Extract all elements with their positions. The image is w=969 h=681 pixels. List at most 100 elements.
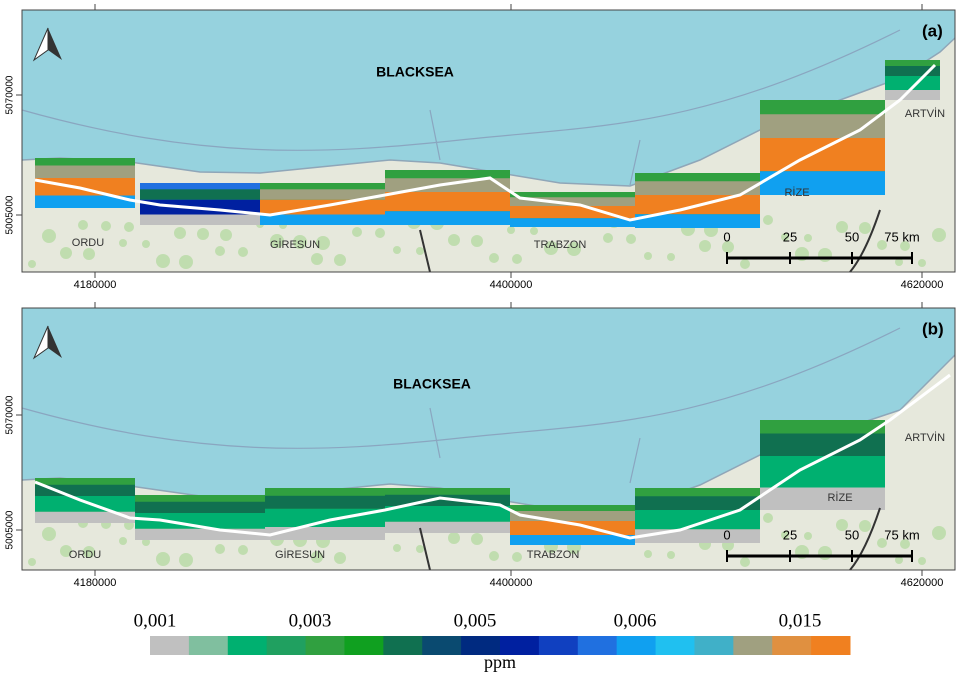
place-label: GİRESUN xyxy=(275,548,325,561)
place-label: GİRESUN xyxy=(270,238,320,251)
legend-swatch xyxy=(577,636,618,655)
vegetation xyxy=(416,545,424,553)
place-label: RİZE xyxy=(827,491,852,504)
vegetation xyxy=(804,234,812,242)
vegetation xyxy=(156,552,170,566)
map-panel: (b) BLACKSEA ORDU GİRESUN TRABZON RİZE ARTVİN 0… xyxy=(5,302,956,589)
legend-tick-label: 0,003 xyxy=(289,610,332,631)
patch-band xyxy=(760,487,885,510)
concentration-patch xyxy=(385,488,510,533)
concentration-patch xyxy=(35,158,135,208)
patch-band xyxy=(635,181,760,195)
vegetation xyxy=(699,240,711,252)
vegetation xyxy=(895,258,903,266)
vegetation xyxy=(644,252,652,260)
vegetation xyxy=(877,240,887,250)
map-panel: (a) BLACKSEA ORDU GİRESUN TRABZON RİZE ARTVİN 0… xyxy=(5,4,956,291)
vegetation xyxy=(763,513,773,523)
patch-band xyxy=(885,90,940,100)
vegetation xyxy=(918,259,926,267)
vegetation xyxy=(836,519,848,531)
vegetation xyxy=(334,552,346,564)
vegetation xyxy=(83,248,95,260)
x-tick-label: 4180000 xyxy=(74,279,117,291)
y-tick-label: 5005000 xyxy=(5,195,16,234)
vegetation xyxy=(763,215,773,225)
y-tick-label: 5070000 xyxy=(5,395,16,434)
vegetation xyxy=(471,533,483,545)
legend-swatch xyxy=(500,636,540,655)
vegetation xyxy=(270,234,284,248)
concentration-patch xyxy=(35,478,135,523)
vegetation xyxy=(818,248,832,262)
legend-swatch xyxy=(655,636,695,655)
sea-boundary xyxy=(21,327,901,449)
vegetation xyxy=(895,556,903,564)
vegetation xyxy=(644,550,652,558)
coastal-road xyxy=(34,373,951,540)
scale-label: 25 xyxy=(783,527,797,542)
y-tick-label: 5005000 xyxy=(5,510,16,549)
patch-band xyxy=(265,495,385,509)
vegetation xyxy=(818,546,832,560)
patch-band xyxy=(35,165,135,178)
vegetation xyxy=(781,531,789,539)
legend-tick-label: 0,005 xyxy=(454,610,497,631)
vegetation xyxy=(667,253,675,261)
vegetation xyxy=(238,247,248,257)
patch-band xyxy=(885,66,940,76)
vegetation xyxy=(78,220,88,230)
patch-band xyxy=(885,76,940,90)
patch-band xyxy=(35,496,135,512)
vegetation xyxy=(28,260,36,268)
vegetation xyxy=(215,544,225,554)
patch-band xyxy=(35,511,135,523)
vegetation xyxy=(932,228,946,242)
legend-swatch xyxy=(305,636,345,655)
sea-boundary xyxy=(429,109,641,186)
concentration-patch xyxy=(760,420,885,510)
legend-swatch xyxy=(344,636,384,655)
vegetation xyxy=(900,241,910,251)
concentration-patch xyxy=(385,170,510,225)
vegetation xyxy=(42,229,56,243)
vegetation xyxy=(179,255,193,269)
patch-band xyxy=(635,529,760,543)
vegetation xyxy=(352,227,362,237)
scale-label: 50 xyxy=(845,229,859,244)
vegetation xyxy=(238,545,248,555)
legend-tick-label: 0,001 xyxy=(134,610,177,631)
patch-band xyxy=(35,195,135,208)
sea-label: BLACKSEA xyxy=(393,376,471,392)
vegetation xyxy=(334,254,346,266)
legend-swatch xyxy=(772,636,812,655)
scale-label: 75 km xyxy=(884,229,919,244)
place-label: TRABZON xyxy=(534,239,587,251)
vegetation xyxy=(507,226,515,234)
x-tick-label: 4180000 xyxy=(74,577,117,589)
vegetation xyxy=(512,552,522,562)
highway xyxy=(419,507,881,571)
patch-band xyxy=(510,218,635,227)
place-label: ORDU xyxy=(69,549,101,561)
patch-band xyxy=(385,521,510,533)
vegetation xyxy=(316,236,330,250)
vegetation xyxy=(375,228,385,238)
patch-band xyxy=(35,484,135,496)
vegetation xyxy=(740,259,750,269)
patch-band xyxy=(385,192,510,212)
vegetation xyxy=(60,247,72,259)
legend-swatch xyxy=(733,636,773,655)
patch-band xyxy=(635,496,760,510)
vegetation xyxy=(512,254,522,264)
vegetation xyxy=(877,538,887,548)
patch-band xyxy=(635,214,760,228)
vegetation xyxy=(471,235,483,247)
scale-label: 25 xyxy=(783,229,797,244)
concentration-patch xyxy=(635,173,760,228)
legend-swatch xyxy=(150,636,190,655)
vegetation xyxy=(918,557,926,565)
vegetation xyxy=(448,532,460,544)
vegetation xyxy=(311,551,323,563)
panel-label: (b) xyxy=(922,319,944,338)
